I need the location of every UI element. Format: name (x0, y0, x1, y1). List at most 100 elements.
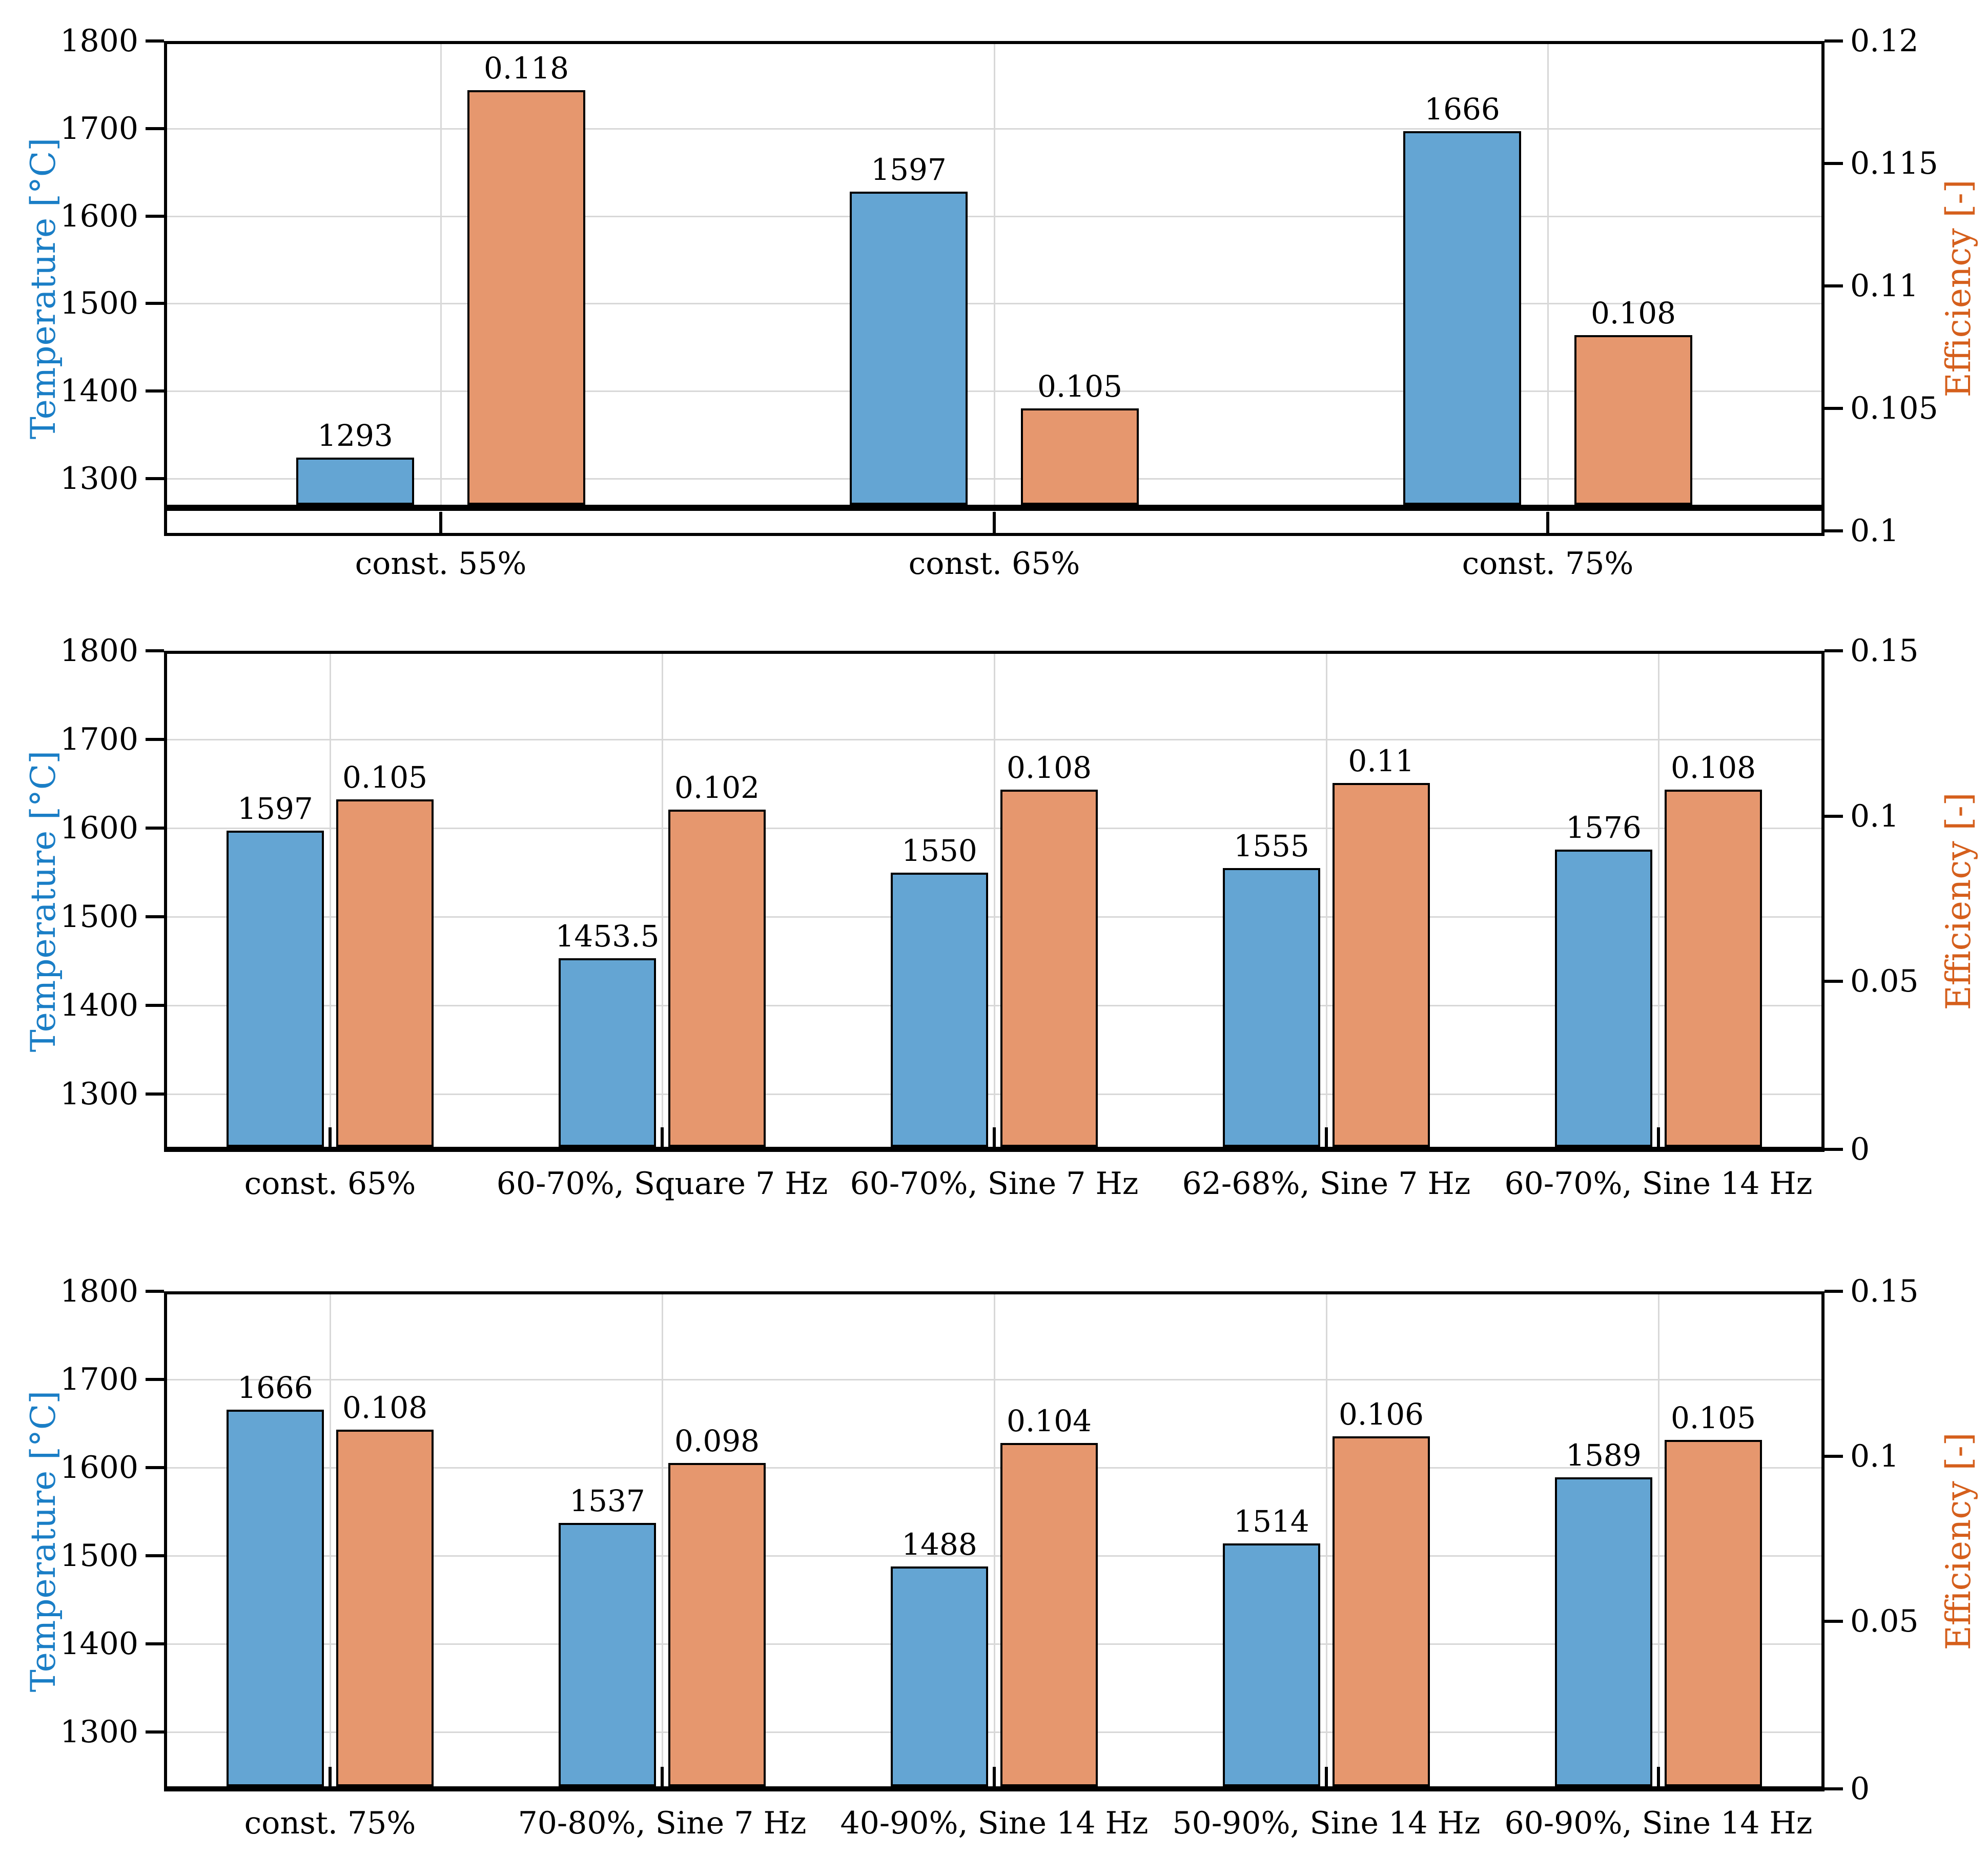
category-label: 70-80%, Sine 7 Hz (518, 1805, 807, 1841)
left-axis-tick (146, 649, 164, 652)
efficiency-bar (336, 1430, 434, 1786)
x-gridline (994, 651, 995, 1152)
right-axis-tick (1825, 407, 1843, 410)
category-tick (329, 1767, 332, 1791)
bar-value-label: 0.108 (1670, 750, 1756, 785)
left-axis-tick (146, 477, 164, 480)
temperature-bar (1403, 131, 1521, 505)
right-axis-tick (1825, 284, 1843, 287)
category-label: 40-90%, Sine 14 Hz (840, 1805, 1149, 1841)
y-gridline (164, 828, 1825, 829)
y-gridline (164, 1731, 1825, 1733)
left-tick-label: 1600 (60, 198, 138, 234)
category-tick (1325, 1767, 1328, 1791)
efficiency-bar (1000, 790, 1098, 1147)
efficiency-bar (668, 1463, 766, 1786)
right-axis-tick (1825, 1787, 1843, 1790)
bar-value-label: 1514 (1234, 1504, 1309, 1539)
left-axis-tick (146, 1378, 164, 1381)
category-label: 50-90%, Sine 14 Hz (1172, 1805, 1481, 1841)
right-tick-label: 0.1 (1850, 513, 1899, 549)
efficiency-bar (336, 799, 434, 1147)
efficiency-bar (1574, 335, 1692, 505)
right-axis-tick (1825, 649, 1843, 652)
left-tick-label: 1800 (60, 633, 138, 669)
left-axis-tick (146, 1092, 164, 1096)
baseline (164, 505, 1825, 511)
category-tick (439, 512, 442, 536)
left-axis-tick (146, 1004, 164, 1007)
category-tick (993, 1127, 996, 1152)
temperature-bar (891, 1566, 988, 1786)
x-gridline (994, 41, 995, 536)
bar-value-label: 1666 (1424, 92, 1500, 127)
bar-value-label: 1576 (1566, 810, 1642, 845)
left-axis-tick (146, 389, 164, 393)
category-label: const. 75% (244, 1805, 416, 1841)
bar-value-label: 0.11 (1348, 744, 1415, 778)
bar-value-label: 0.102 (674, 770, 760, 805)
x-gridline (1326, 651, 1327, 1152)
temperature-bar (891, 873, 988, 1147)
category-tick (329, 1127, 332, 1152)
x-gridline (330, 1291, 331, 1791)
left-tick-label: 1500 (60, 1538, 138, 1574)
bar-value-label: 0.108 (342, 1390, 428, 1425)
x-gridline (1658, 651, 1659, 1152)
right-axis-tick (1825, 162, 1843, 165)
y-gridline (164, 1005, 1825, 1006)
bar-value-label: 0.105 (1670, 1400, 1756, 1435)
bar-value-label: 0.098 (674, 1424, 760, 1458)
right-axis-title: Efficiency [-] (1939, 1432, 1978, 1651)
bar-value-label: 0.108 (1006, 750, 1092, 785)
right-axis-title: Efficiency [-] (1939, 792, 1978, 1011)
bar-value-label: 1488 (901, 1527, 977, 1562)
right-tick-label: 0.12 (1850, 23, 1919, 59)
y-gridline (164, 1643, 1825, 1645)
category-tick (993, 1767, 996, 1791)
right-tick-label: 0.05 (1850, 963, 1919, 999)
left-tick-label: 1600 (60, 1450, 138, 1486)
category-label: 62-68%, Sine 7 Hz (1182, 1166, 1471, 1202)
x-gridline (662, 651, 663, 1152)
efficiency-bar (1665, 790, 1762, 1147)
left-axis-title: Temperature [°C] (24, 1390, 63, 1693)
y-gridline (164, 478, 1825, 480)
category-label: 60-70%, Square 7 Hz (496, 1166, 828, 1202)
left-axis-title: Temperature [°C] (24, 137, 63, 440)
left-tick-label: 1400 (60, 373, 138, 409)
right-tick-label: 0.115 (1850, 146, 1938, 181)
efficiency-bar (467, 90, 585, 505)
x-gridline (1658, 1291, 1659, 1791)
left-tick-label: 1800 (60, 1273, 138, 1309)
category-tick (993, 512, 996, 536)
y-gridline (164, 1094, 1825, 1095)
left-tick-label: 1700 (60, 721, 138, 757)
temperature-bar (850, 192, 968, 505)
left-axis-tick (146, 1290, 164, 1293)
efficiency-bar (1665, 1440, 1762, 1786)
category-label: const. 55% (355, 546, 527, 582)
right-axis-tick (1825, 1455, 1843, 1458)
left-axis-tick (146, 827, 164, 830)
bar-value-label: 1666 (237, 1370, 313, 1405)
left-axis-tick (146, 1730, 164, 1734)
left-tick-label: 1600 (60, 810, 138, 846)
bar-value-label: 1555 (1234, 829, 1309, 863)
temperature-bar (296, 458, 414, 505)
bar-value-label: 0.106 (1338, 1397, 1424, 1432)
temperature-bar (1223, 868, 1320, 1147)
left-axis-tick (146, 1642, 164, 1645)
x-gridline (994, 1291, 995, 1791)
efficiency-bar (1333, 1436, 1430, 1786)
left-tick-label: 1700 (60, 1362, 138, 1397)
left-axis-title: Temperature [°C] (24, 750, 63, 1053)
category-tick (1325, 1127, 1328, 1152)
right-axis-tick (1825, 529, 1843, 532)
right-axis-tick (1825, 815, 1843, 818)
x-gridline (330, 651, 331, 1152)
y-gridline (164, 128, 1825, 130)
left-axis-tick (146, 127, 164, 130)
category-label: const. 65% (244, 1166, 416, 1202)
